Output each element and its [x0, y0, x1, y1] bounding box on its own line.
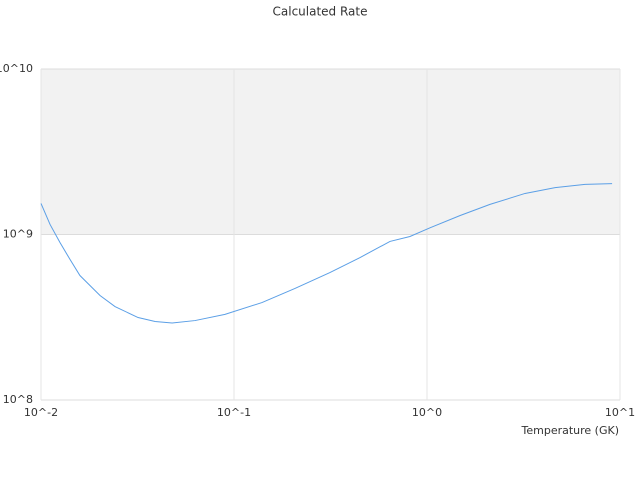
data-line — [40, 183, 613, 324]
y-tick-label: 10^10 — [0, 62, 33, 75]
x-tick-label: 10^1 — [605, 406, 635, 419]
y-tick-label: 10^9 — [3, 228, 33, 241]
x-axis-title: Temperature (GK) — [521, 424, 620, 437]
grid-band — [41, 69, 620, 235]
x-tick-label: 10^-1 — [217, 406, 251, 419]
x-tick-label: 10^-2 — [24, 406, 58, 419]
x-tick-label: 10^0 — [412, 406, 442, 419]
chart-title: Calculated Rate — [273, 5, 368, 19]
y-tick-label: 10^8 — [3, 393, 33, 406]
